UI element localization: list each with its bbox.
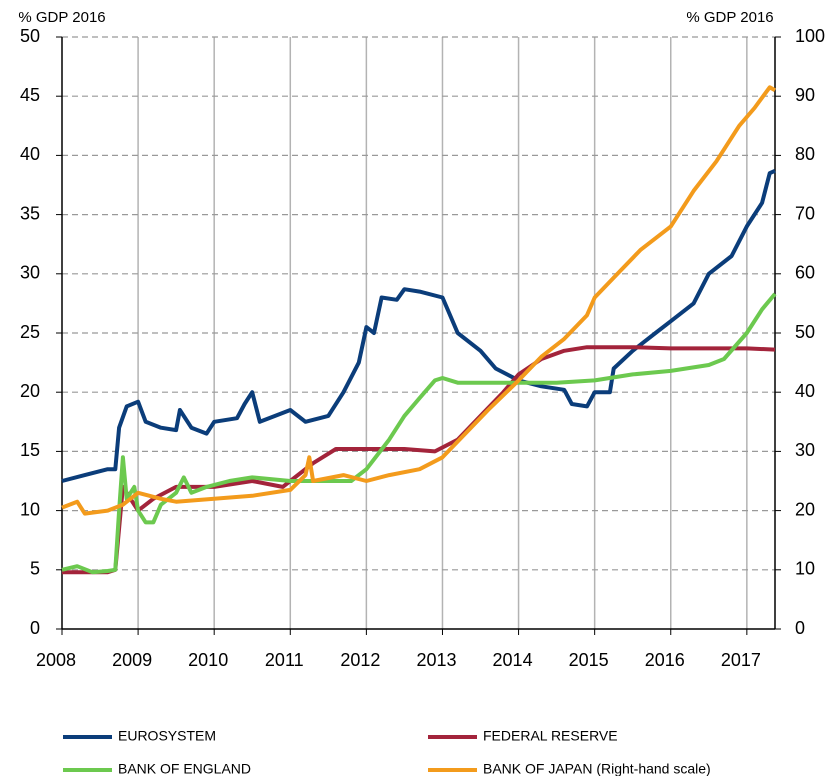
y-tick-label: 0 bbox=[30, 618, 40, 638]
series-line bbox=[62, 345, 776, 575]
y2-tick-label: 80 bbox=[795, 144, 815, 164]
y-axis-label: % GDP 2016 bbox=[18, 9, 105, 26]
y2-axis-label: % GDP 2016 bbox=[686, 9, 773, 26]
x-tick-label: 2009 bbox=[112, 650, 152, 670]
y2-tick-label: 90 bbox=[795, 85, 815, 105]
y-tick-label: 20 bbox=[20, 381, 40, 401]
y-tick-label: 15 bbox=[20, 440, 40, 460]
series-line bbox=[61, 168, 776, 483]
series-line bbox=[61, 292, 777, 575]
y2-tick-label: 100 bbox=[795, 26, 825, 46]
y2-tick-label: 60 bbox=[795, 263, 815, 283]
y2-tick-label: 0 bbox=[795, 618, 805, 638]
y-tick-label: 5 bbox=[30, 559, 40, 579]
y-tick-label: 40 bbox=[20, 144, 40, 164]
y2-tick-label: 40 bbox=[795, 381, 815, 401]
x-tick-label: 2012 bbox=[340, 650, 380, 670]
legend-label: BANK OF JAPAN (Right-hand scale) bbox=[483, 761, 711, 776]
legend-label: BANK OF ENGLAND bbox=[118, 761, 251, 776]
x-tick-label: 2014 bbox=[493, 650, 533, 670]
y2-tick-label: 70 bbox=[795, 203, 815, 223]
x-tick-label: 2016 bbox=[645, 650, 685, 670]
x-tick-label: 2011 bbox=[265, 650, 304, 670]
y-tick-label: 35 bbox=[20, 203, 40, 223]
y-tick-label: 50 bbox=[20, 26, 40, 46]
legend-label: EUROSYSTEM bbox=[118, 728, 216, 744]
y2-tick-label: 10 bbox=[795, 559, 815, 579]
y-tick-label: 45 bbox=[20, 85, 40, 105]
y2-tick-label: 50 bbox=[795, 322, 815, 342]
series-line bbox=[61, 85, 776, 516]
legend-label: FEDERAL RESERVE bbox=[483, 728, 618, 744]
x-tick-label: 2008 bbox=[36, 650, 76, 670]
x-tick-label: 2017 bbox=[721, 650, 761, 670]
x-tick-label: 2015 bbox=[569, 650, 609, 670]
y2-tick-label: 30 bbox=[795, 440, 815, 460]
x-tick-label: 2010 bbox=[188, 650, 228, 670]
y-tick-label: 10 bbox=[20, 499, 40, 519]
y2-tick-label: 20 bbox=[795, 499, 815, 519]
x-tick-label: 2013 bbox=[416, 650, 456, 670]
y-tick-label: 30 bbox=[20, 263, 40, 283]
y-tick-label: 25 bbox=[20, 322, 40, 342]
